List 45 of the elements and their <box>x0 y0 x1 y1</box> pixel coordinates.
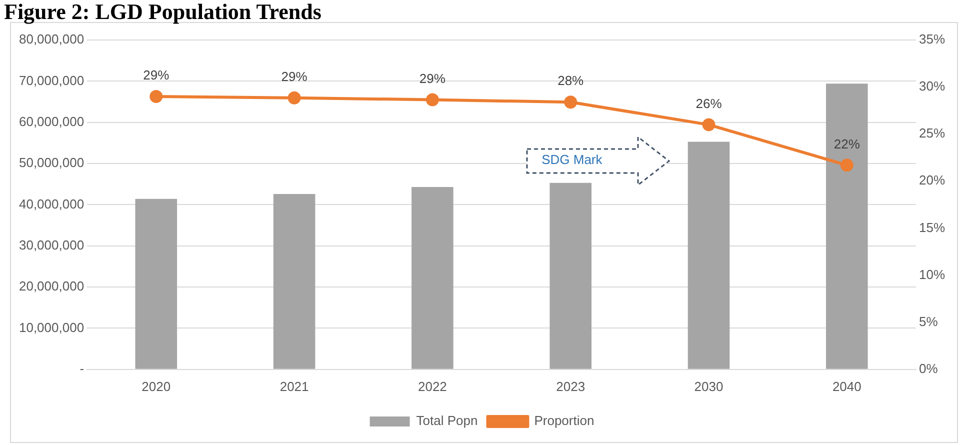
y2-tick-label: 10% <box>918 266 946 282</box>
point <box>150 90 163 103</box>
y2-tick-label: 20% <box>918 172 946 188</box>
y2-tick-label: 30% <box>918 78 946 94</box>
y-tick-label: 50,000,000 <box>18 155 84 170</box>
data-label: 22% <box>834 136 860 152</box>
x-tick-label: 2023 <box>556 378 586 394</box>
data-label: 29% <box>143 68 170 83</box>
bar <box>412 186 454 369</box>
bar <box>688 142 730 369</box>
x-tick-label: 2022 <box>418 378 447 394</box>
x-tick-label: 2020 <box>142 378 171 394</box>
point <box>840 158 854 172</box>
y2-tick-label: 0% <box>918 360 938 376</box>
y-tick-label: 30,000,000 <box>18 237 84 252</box>
data-label: 29% <box>419 70 446 86</box>
legend-label: Proportion <box>534 413 594 428</box>
x-tick-label: 2040 <box>832 378 862 394</box>
point <box>288 91 301 104</box>
y-tick-label: 60,000,000 <box>18 114 84 129</box>
bar <box>135 198 178 369</box>
annotation: SDG Mark <box>542 152 602 168</box>
point <box>426 93 439 106</box>
y2-tick-label: 35% <box>918 32 946 47</box>
x-tick-label: 2021 <box>280 378 309 394</box>
y-tick-label: 20,000,000 <box>18 278 84 294</box>
y-tick-label: - <box>80 360 84 376</box>
x-tick-label: 2030 <box>694 378 724 394</box>
point <box>702 118 716 132</box>
y2-tick-label: 25% <box>918 126 946 141</box>
bar <box>273 194 316 369</box>
y-tick-label: 70,000,000 <box>18 72 84 88</box>
bar <box>550 182 592 369</box>
point <box>564 96 578 109</box>
bar <box>826 84 868 369</box>
data-label: 26% <box>696 96 722 111</box>
data-label: 29% <box>281 68 308 84</box>
legend-label: Total Popn <box>416 413 478 428</box>
y-tick-label: 40,000,000 <box>18 196 84 212</box>
y2-tick-label: 5% <box>918 314 938 329</box>
y-tick-label: 80,000,000 <box>18 32 84 47</box>
y-tick-label: 10,000,000 <box>18 320 84 335</box>
y2-tick-label: 15% <box>918 220 946 235</box>
data-label: 28% <box>558 73 584 88</box>
chart-title: Figure 2: LGD Population Trends <box>4 0 322 24</box>
